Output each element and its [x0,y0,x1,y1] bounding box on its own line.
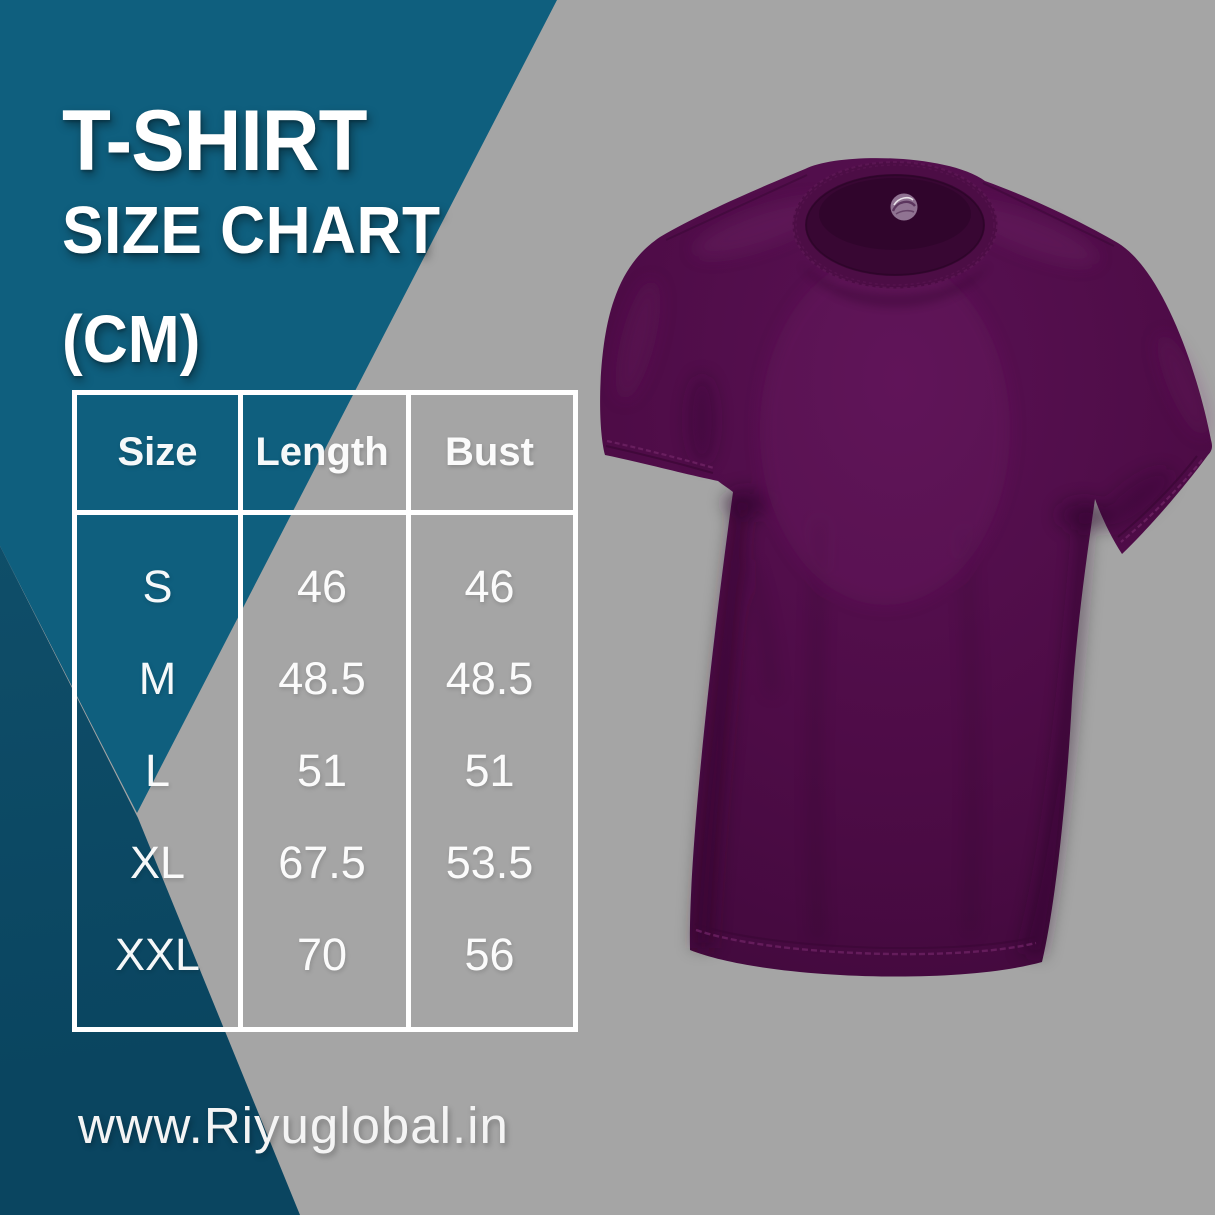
website-url: www.Riyuglobal.in [78,1097,509,1154]
cell-bust: 53.5 [445,837,534,888]
brand-logo-icon [890,193,918,221]
table-body: S 46 46 M 48.5 48.5 L 51 51 XL 67.5 53.5… [77,541,573,1001]
page-subtitle: SIZE CHART [62,193,441,268]
table-row: XL 67.5 53.5 [77,817,573,909]
cell-length: 48.5 [278,653,366,704]
header-length: Length [255,430,389,474]
table-row: M 48.5 48.5 [77,633,573,725]
cell-length: 67.5 [278,837,366,888]
tshirt-image [600,158,1212,977]
cell-size: M [138,653,177,704]
table-row: S 46 46 [77,541,573,633]
shoulder-seam [665,174,808,241]
header-size: Size [117,430,198,474]
cell-size: XXL [114,929,201,980]
cell-size: S [142,561,173,612]
cell-length: 46 [296,561,348,612]
size-chart-table: Size Length Bust S 46 46 M 48.5 48.5 L 5… [72,390,578,1032]
tshirt-product-image [580,140,1215,1015]
cell-length: 70 [296,929,348,980]
cell-bust: 48.5 [445,653,534,704]
table-row: XXL 70 56 [77,909,573,1001]
table-row: L 51 51 [77,725,573,817]
stitching [605,439,1203,956]
collar [792,161,998,308]
shoulder-seam [982,182,1115,247]
cell-size: L [144,745,171,796]
cell-bust: 56 [464,929,515,980]
table-header-row: Size Length Bust [77,395,573,515]
title-block: T-SHIRT SIZE CHART (CM) [62,98,469,373]
cell-size: XL [129,837,186,888]
cell-bust: 46 [464,561,515,612]
cell-length: 51 [296,745,348,796]
header-bust: Bust [445,430,534,474]
page-title: T-SHIRT [62,93,367,189]
column-divider [238,395,243,1027]
units-label: (CM) [62,302,201,377]
cell-bust: 51 [464,745,515,796]
column-divider [406,395,411,1027]
